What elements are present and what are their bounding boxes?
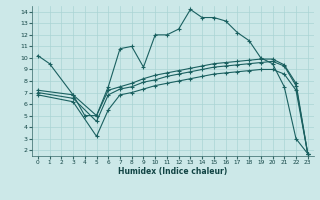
X-axis label: Humidex (Indice chaleur): Humidex (Indice chaleur) bbox=[118, 167, 228, 176]
